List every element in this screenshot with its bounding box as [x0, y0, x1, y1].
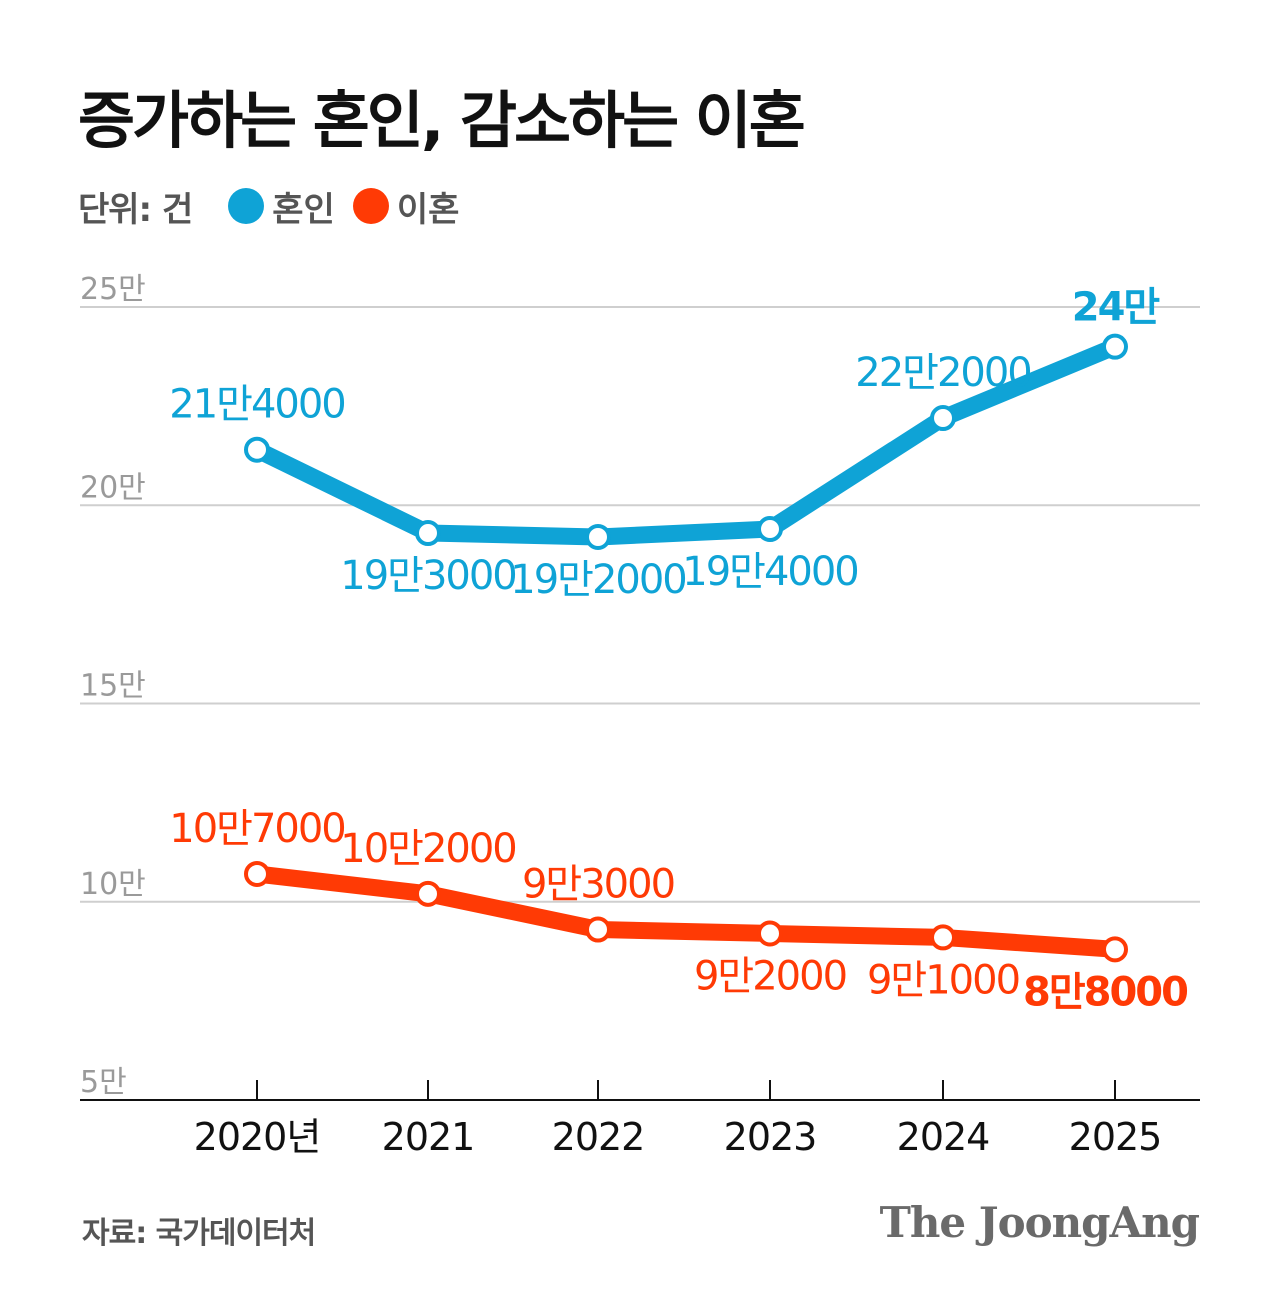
y-tick-label-1: 20만: [80, 470, 146, 505]
data-point-1-2: [585, 916, 611, 943]
y-tick-label-0: 25만: [80, 272, 146, 307]
source-note: 자료: 국가데이터처: [82, 1216, 316, 1251]
series-line-1: [248, 865, 1124, 958]
legend-item-divorce: 이혼: [352, 182, 460, 231]
data-point-1-3: [757, 920, 783, 947]
legend-item-marriage: 혼인: [228, 182, 335, 231]
brand-logo: The JoongAng: [879, 1198, 1200, 1247]
x-tick-label-2: 2022: [552, 1115, 645, 1159]
x-tick-label-3: 2023: [724, 1115, 817, 1159]
data-label-1-0: 10만7000: [169, 806, 345, 852]
data-label-1-1: 10만2000: [340, 826, 516, 872]
data-label-0-1: 19만3000: [340, 553, 516, 599]
unit-label: 단위: 건: [78, 189, 193, 230]
data-label-0-2: 19만2000: [510, 557, 686, 603]
data-label-1-3: 9만2000: [694, 953, 846, 999]
data-label-0-3: 19만4000: [682, 549, 858, 595]
legend: 단위: 건 혼인 이혼: [78, 182, 477, 231]
data-point-0-4: [930, 405, 956, 432]
y-tick-label-4: 5만: [80, 1065, 127, 1100]
data-point-1-1: [415, 880, 441, 907]
data-label-0-4: 22만2000: [855, 350, 1031, 396]
data-label-1-4: 9만1000: [867, 957, 1019, 1003]
data-point-1-0: [244, 860, 270, 887]
data-point-0-5: [1102, 333, 1128, 360]
x-tick-label-0: 2020년: [194, 1115, 321, 1159]
marriage-dot-icon: [228, 188, 265, 224]
legend-label-marriage: 혼인: [272, 189, 335, 230]
legend-label-divorce: 이혼: [396, 189, 460, 230]
x-tick-label-5: 2025: [1069, 1115, 1162, 1159]
series-line-0: [248, 338, 1124, 546]
y-tick-label-2: 15만: [80, 669, 146, 704]
data-point-0-2: [585, 523, 611, 550]
x-tick-label-4: 2024: [897, 1115, 990, 1159]
divorce-dot-icon: [352, 188, 389, 224]
x-tick-label-1: 2021: [382, 1115, 475, 1159]
data-label-1-2: 9만3000: [522, 862, 674, 908]
y-tick-label-3: 10만: [80, 867, 146, 902]
chart-title: 증가하는 혼인, 감소하는 이혼: [78, 84, 806, 157]
data-label-0-0: 21만4000: [169, 382, 345, 428]
data-point-0-0: [244, 436, 270, 463]
data-point-0-1: [415, 520, 441, 547]
data-point-0-3: [757, 516, 783, 543]
data-label-1-5: 8만8000: [1023, 969, 1187, 1015]
data-point-1-4: [930, 924, 956, 951]
data-point-1-5: [1102, 936, 1128, 963]
data-label-0-5: 24만: [1072, 285, 1161, 331]
